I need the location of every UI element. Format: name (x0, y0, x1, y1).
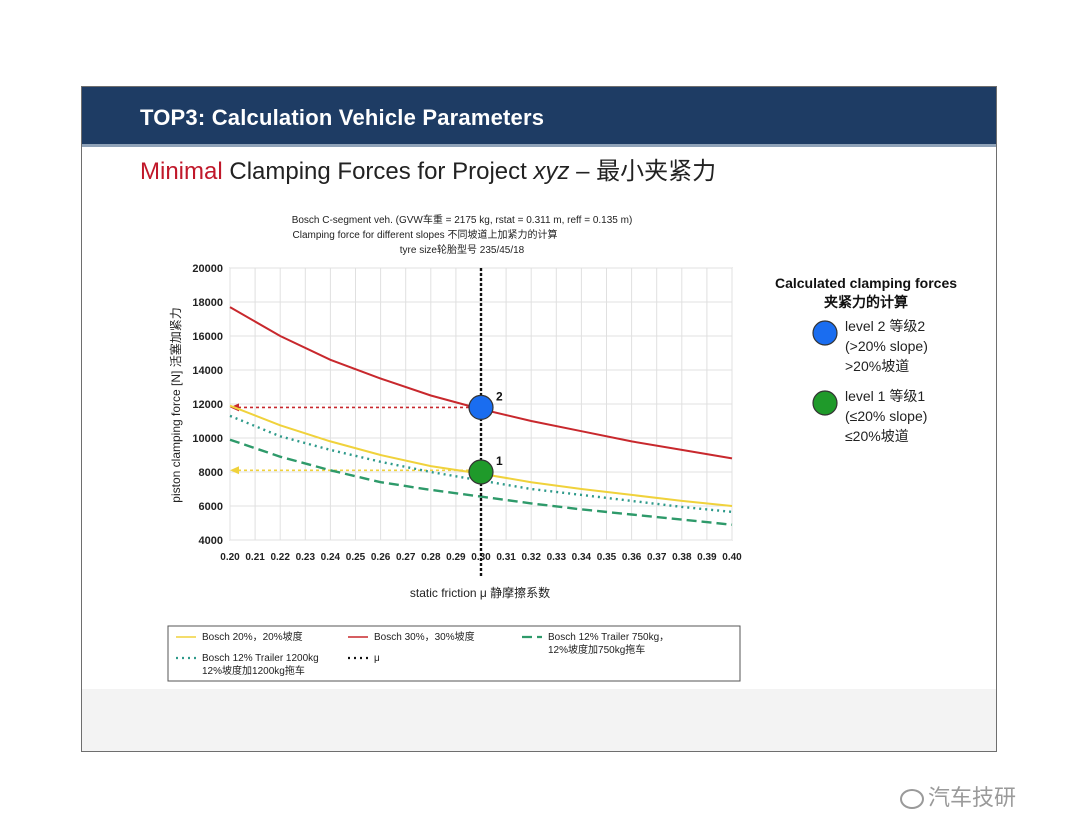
chart-subtitle-2: tyre size轮胎型号 235/45/18 (400, 243, 525, 256)
legend-label: 12%坡度加750kg拖车 (548, 643, 645, 656)
series-line (229, 438, 733, 526)
subtitle-project: xyz (533, 158, 570, 185)
x-tick-label: 0.22 (270, 552, 290, 563)
x-tick-label: 0.24 (321, 552, 341, 563)
level2-line2: (>20% slope) (845, 338, 928, 354)
level1-line3: ≤20%坡道 (845, 428, 909, 444)
y-tick-label: 16000 (192, 331, 223, 343)
y-axis-label: piston clamping force [N] 活塞加紧力 (168, 307, 183, 502)
legend-label: μ (374, 653, 380, 664)
x-tick-label: 0.33 (547, 552, 567, 563)
y-tick-label: 8000 (199, 467, 223, 479)
x-tick-label: 0.30 (471, 552, 491, 563)
chart-title: Bosch C-segment veh. (GVW车重 = 2175 kg, r… (292, 213, 633, 226)
legend-label: 12%坡度加1200kg拖车 (202, 664, 305, 677)
x-tick-label: 0.37 (647, 552, 667, 563)
y-tick-label: 4000 (199, 535, 223, 547)
marker-label: 2 (496, 389, 503, 403)
x-tick-label: 0.32 (521, 552, 541, 563)
level2-line3: >20%坡道 (845, 358, 909, 374)
y-tick-label: 12000 (192, 399, 223, 411)
legend-label: Bosch 20%，20%坡度 (202, 630, 303, 643)
x-tick-label: 0.25 (346, 552, 366, 563)
subtitle-tail: – 最小夹紧力 (569, 158, 717, 185)
side-legend-title: Calculated clamping forces (775, 275, 957, 291)
x-tick-label: 0.21 (245, 552, 265, 563)
slide-subtitle: Minimal Clamping Forces for Project xyz … (140, 151, 716, 186)
x-tick-label: 0.20 (220, 552, 240, 563)
legend-label: Bosch 12% Trailer 1200kg (202, 653, 319, 664)
y-tick-label: 10000 (192, 433, 223, 445)
y-tick-label: 6000 (199, 501, 223, 513)
chart-legend (167, 625, 741, 682)
subtitle-text: Clamping Forces for Project (222, 158, 534, 185)
marker-label: 1 (496, 454, 503, 468)
x-tick-label: 0.34 (572, 552, 592, 563)
x-tick-label: 0.26 (371, 552, 391, 563)
level1-line2: (≤20% slope) (845, 408, 927, 424)
x-tick-label: 0.27 (396, 552, 416, 563)
wechat-icon (900, 789, 924, 810)
level1-line1: level 1 等级1 (845, 388, 925, 404)
x-tick-label: 0.40 (722, 552, 742, 563)
level2-dot (812, 320, 838, 346)
x-tick-label: 0.29 (446, 552, 466, 563)
x-tick-label: 0.39 (697, 552, 717, 563)
chart-subtitle-1: Clamping force for different slopes 不同坡道… (293, 228, 558, 241)
arrow-head (230, 466, 239, 475)
legend-label: Bosch 30%，30%坡度 (374, 630, 475, 643)
subtitle-accent: Minimal (140, 158, 223, 185)
marker-1 (468, 459, 494, 485)
x-tick-label: 0.28 (421, 552, 441, 563)
watermark: 汽车技研 (900, 780, 1016, 812)
y-tick-label: 18000 (192, 297, 223, 309)
marker-2 (468, 394, 494, 420)
x-axis-label: static friction μ 静摩擦系数 (410, 585, 550, 600)
x-tick-label: 0.23 (296, 552, 316, 563)
y-tick-label: 14000 (192, 365, 223, 377)
slide-footer-strip (82, 689, 996, 751)
legend-label: Bosch 12% Trailer 750kg， (548, 632, 669, 643)
level1-dot (812, 390, 838, 416)
x-tick-label: 0.38 (672, 552, 692, 563)
x-tick-label: 0.31 (496, 552, 516, 563)
side-legend-title-cn: 夹紧力的计算 (824, 294, 908, 310)
level2-line1: level 2 等级2 (845, 318, 925, 334)
x-tick-label: 0.35 (597, 552, 617, 563)
slide-title: TOP3: Calculation Vehicle Parameters (140, 105, 545, 130)
y-tick-label: 20000 (192, 263, 223, 275)
watermark-text: 汽车技研 (928, 785, 1017, 810)
x-tick-label: 0.36 (622, 552, 642, 563)
slide-header: TOP3: Calculation Vehicle Parameters (82, 87, 996, 147)
